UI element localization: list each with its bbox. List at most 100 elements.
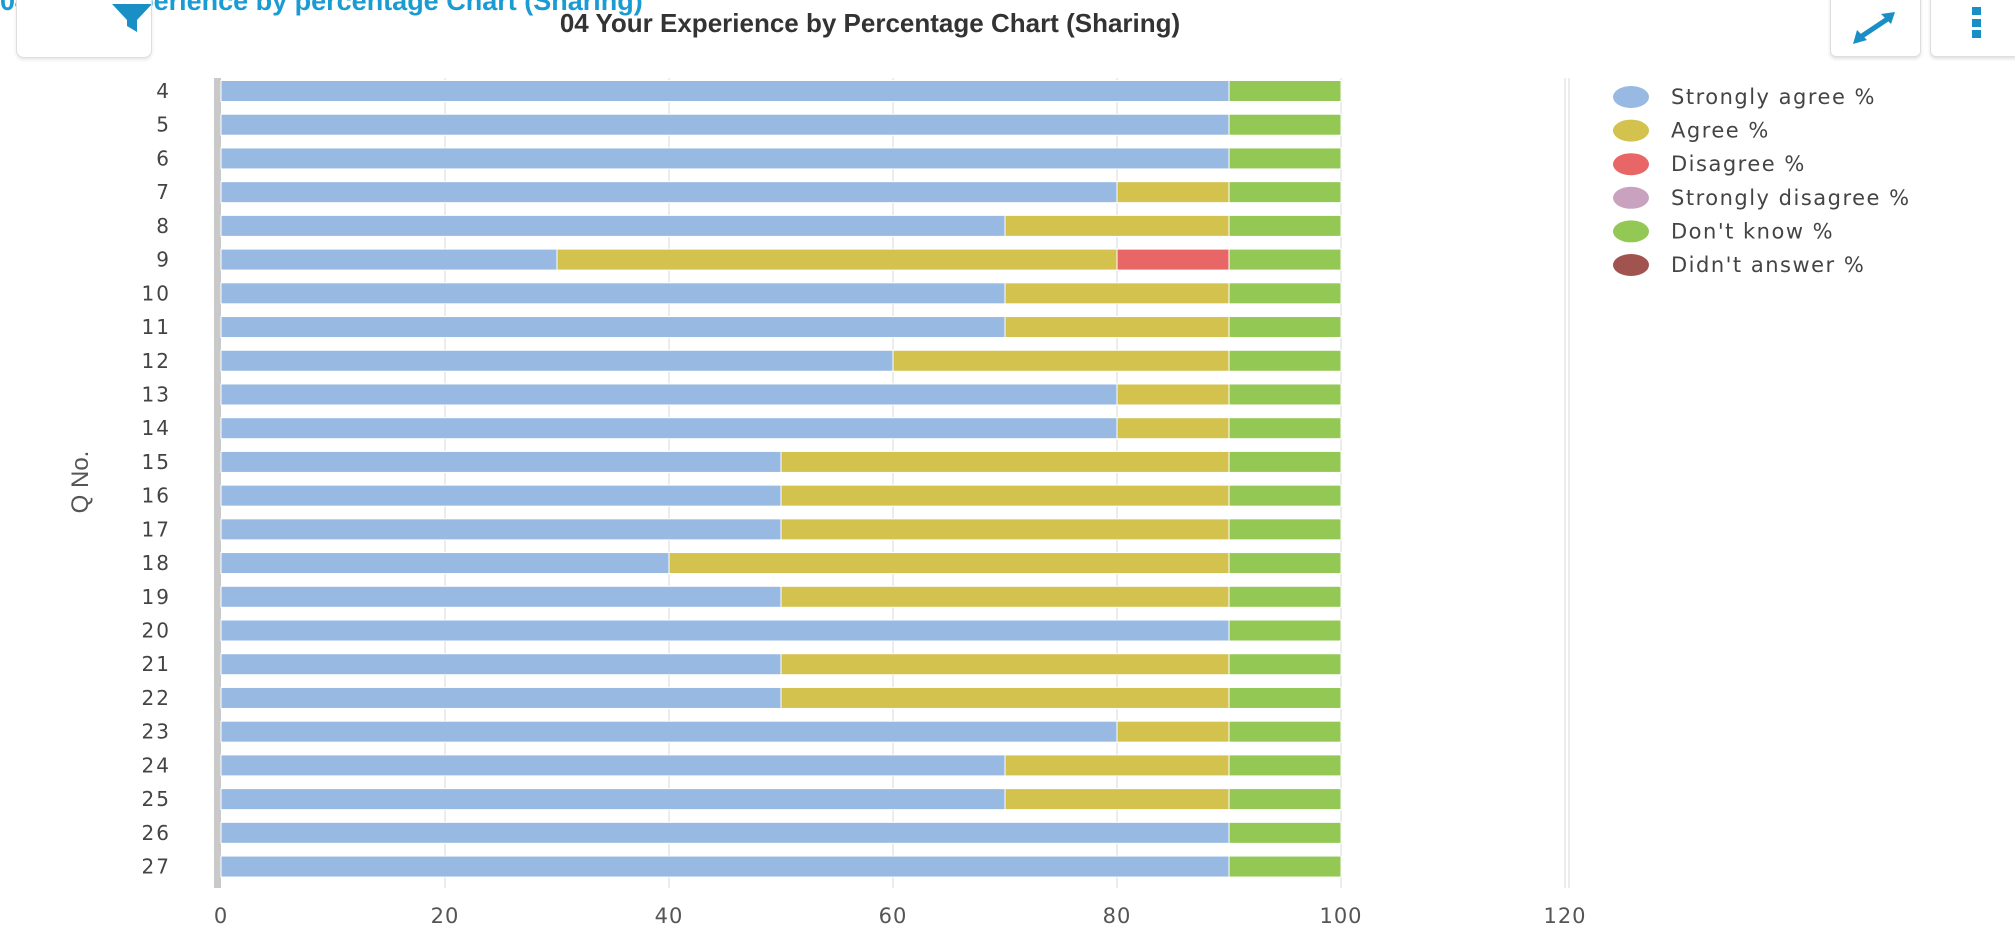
x-tick-label: 20 [431, 904, 460, 928]
x-tick-label: 0 [214, 904, 228, 928]
bar-segment [1228, 113, 1342, 136]
bar-segment [556, 248, 1118, 271]
bar-segment [1228, 316, 1342, 339]
bar-segment [220, 518, 782, 541]
bar-segment [220, 855, 1230, 878]
bar-segment [220, 349, 894, 372]
bar-segment [780, 450, 1230, 473]
bar-segment [1228, 181, 1342, 204]
bar-segment [220, 80, 1230, 102]
bar-segment [220, 821, 1230, 844]
bar-segment [220, 720, 1118, 743]
legend-marker [1613, 254, 1649, 276]
x-tick-label: 80 [1103, 904, 1132, 928]
bar-segment [1228, 653, 1342, 676]
y-tick-label: 4 [156, 79, 171, 103]
legend-label: Didn't answer % [1671, 253, 1865, 277]
stacked-bar-chart: 0 20 40 60 80 100 120 Q No. 4 5 6 7 8 9 10 11 12 13 14 15 16… [67, 78, 1909, 928]
bar-segment [220, 450, 782, 473]
y-tick-label: 16 [142, 484, 171, 508]
y-tick-label: 23 [142, 720, 171, 744]
bar-segment [892, 349, 1230, 372]
chart-container: 0 20 40 60 80 100 120 Q No. 4 5 6 7 8 9 10 11 12 13 14 15 16… [8, 50, 2015, 947]
bar-segment [220, 788, 1006, 811]
bar-segment [1228, 349, 1342, 372]
bar-segment [1228, 214, 1342, 237]
bar-segment [220, 619, 1230, 642]
legend-marker [1613, 86, 1649, 108]
bar-segment [1228, 754, 1342, 777]
bar-segment [220, 754, 1006, 777]
y-tick-label: 25 [142, 787, 171, 811]
bar-segment [1116, 417, 1230, 440]
bar-segment [1228, 282, 1342, 305]
bar-segment [1228, 619, 1342, 642]
bar-segment [220, 417, 1118, 440]
y-tick-label: 18 [142, 551, 171, 575]
bar-segment [780, 585, 1230, 608]
bar-segment [220, 282, 1006, 305]
bar-segment [1228, 855, 1342, 878]
x-tick-label: 120 [1543, 904, 1586, 928]
bar-segment [668, 552, 1230, 575]
y-tick-label: 5 [156, 113, 171, 137]
bar-segment [220, 383, 1118, 406]
y-tick-label: 8 [156, 214, 171, 238]
bar-segment [1228, 484, 1342, 507]
y-tick-label: 14 [142, 416, 171, 440]
bar-segment [220, 316, 1006, 339]
bar-segment [1004, 282, 1230, 305]
legend-label: Don't know % [1671, 219, 1834, 243]
y-tick-label: 6 [156, 146, 171, 170]
y-tick-label: 19 [142, 585, 171, 609]
legend-marker [1613, 186, 1649, 209]
y-tick-label: 11 [142, 315, 171, 339]
bar-segment [220, 181, 1118, 204]
bar-segment [220, 147, 1230, 170]
bar-segment [1228, 585, 1342, 608]
more-options-button[interactable] [1930, 0, 2015, 57]
filter-button[interactable] [16, 0, 152, 58]
more-vertical-icon [1972, 7, 1981, 38]
y-tick-label: 7 [156, 180, 171, 204]
bar-segment [220, 585, 782, 608]
bar-segment [1228, 147, 1342, 170]
bar-segment [220, 113, 1230, 136]
filter-icon [112, 4, 152, 32]
bar-segment [1228, 450, 1342, 473]
legend-marker [1613, 119, 1649, 142]
bar-segment [1228, 552, 1342, 575]
y-tick-label: 26 [142, 821, 171, 845]
legend-marker [1613, 220, 1649, 243]
y-tick-label: 13 [142, 382, 171, 406]
bar-segment [1228, 788, 1342, 811]
expand-icon [1853, 12, 1895, 44]
bar-segment [1004, 788, 1230, 811]
x-tick-label: 40 [655, 904, 684, 928]
bar-segment [1004, 214, 1230, 237]
bar-segment [1116, 383, 1230, 406]
y-axis-line [214, 78, 221, 888]
page-heading: 04 Your Experience by percentage Chart (… [0, 0, 643, 16]
y-tick-label: 9 [156, 248, 171, 272]
bar-segment [780, 653, 1230, 676]
expand-button[interactable] [1830, 0, 1921, 57]
y-tick-label: 15 [142, 450, 171, 474]
bar-segment [220, 552, 670, 575]
y-tick-label: 10 [142, 281, 171, 305]
bar-segment [1228, 80, 1342, 102]
bar-segment [1228, 720, 1342, 743]
chart-title: 04 Your Experience by Percentage Chart (… [559, 8, 1181, 38]
bar-segment [1004, 316, 1230, 339]
bar-segment [1228, 821, 1342, 844]
bar-segment [220, 653, 782, 676]
bar-segment [780, 518, 1230, 541]
bar-segment [1116, 248, 1230, 271]
x-tick-label: 100 [1319, 904, 1362, 928]
bar-segment [220, 214, 1006, 237]
bar-segment [1228, 417, 1342, 440]
bar-segment [1116, 181, 1230, 204]
bar-segment [1228, 248, 1342, 271]
y-tick-label: 12 [142, 349, 171, 373]
bar-segment [780, 686, 1230, 709]
